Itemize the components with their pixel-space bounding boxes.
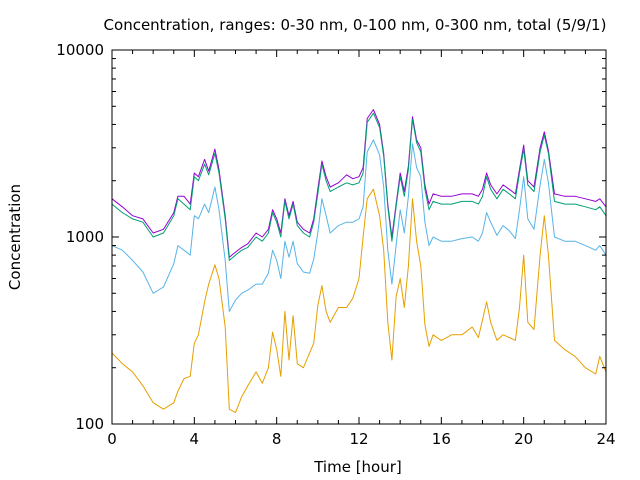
x-tick-label: 8 (272, 430, 282, 448)
x-tick-label: 20 (514, 430, 533, 448)
x-axis-label: Time [hour] (313, 458, 402, 476)
plot-frame (111, 49, 607, 425)
series-line-2 (111, 112, 607, 261)
y-tick-label: 1000 (66, 228, 104, 246)
y-tick-label: 10000 (56, 41, 104, 59)
x-tick-label: 24 (596, 430, 615, 448)
x-tick-label: 0 (107, 430, 117, 448)
x-tick-label: 12 (349, 430, 368, 448)
chart-title: Concentration, ranges: 0-30 nm, 0-100 nm… (104, 16, 607, 34)
series-line-1 (111, 109, 607, 258)
x-tick-label: 4 (190, 430, 200, 448)
series-line-4 (111, 188, 607, 414)
x-tick-label: 16 (432, 430, 451, 448)
series-line-3 (111, 139, 607, 312)
plot-area: 0 4 8 12 16 20 24 100 1000 10000 (56, 41, 615, 448)
y-tick-label: 100 (75, 415, 104, 433)
y-axis-label: Concentration (6, 184, 24, 290)
